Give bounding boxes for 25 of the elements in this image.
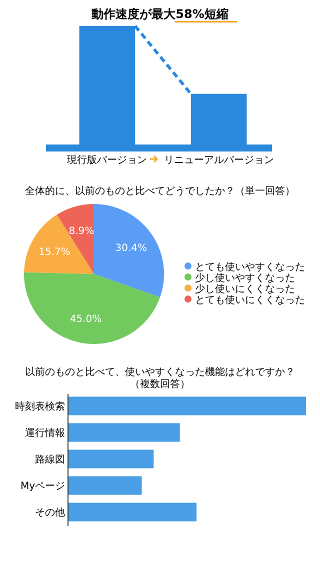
x-tick-label: リニューアルバージョン <box>164 155 274 166</box>
legend-label: 少し使いやすくなった <box>195 272 295 284</box>
bar <box>68 423 180 442</box>
bar <box>68 450 154 468</box>
pie-slice <box>24 214 94 274</box>
chart-title: 全体的に、以前のものと比べてどうでしたか？（単一回答） <box>25 185 295 197</box>
y-tick-label: 運行情報 <box>25 426 65 439</box>
chart-title: 以前のものと比べて、使いやすくなった機能はどれですか？（複数回答） <box>25 366 295 390</box>
x-tick-label: 現行版バージョン <box>67 155 148 166</box>
pie-slice <box>24 272 160 344</box>
bar <box>68 476 142 495</box>
data-label: 30.4% <box>115 243 148 254</box>
pie-slice <box>94 204 164 298</box>
legend-label: 少し使いにくくなった <box>195 283 295 295</box>
y-tick-label: その他 <box>35 506 65 519</box>
data-label: 45.0% <box>70 314 102 326</box>
legend-label: とても使いやすくなった <box>195 262 305 273</box>
data-label: 8.9% <box>68 226 94 237</box>
bar <box>68 502 197 522</box>
data-label: 15.7% <box>38 246 70 258</box>
legend-label: とても使いにくくなった <box>195 295 305 306</box>
y-tick-label: 路線図 <box>35 454 65 466</box>
bar <box>68 396 306 416</box>
y-tick-label: 時刻表検索 <box>15 400 65 412</box>
y-tick-label: Myページ <box>20 481 65 492</box>
